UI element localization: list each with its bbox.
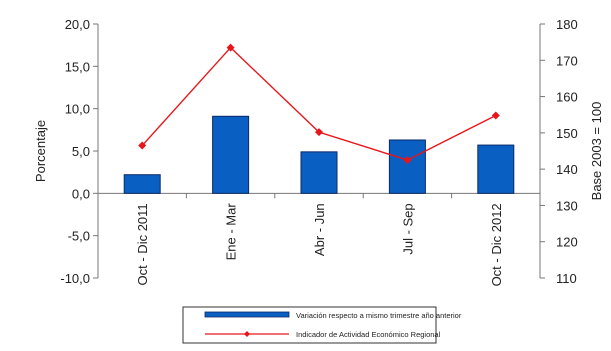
category-label: Oct - Dic 2012 [489,203,504,286]
right-tick-label: 170 [556,53,578,68]
category-label: Jul - Sep [400,203,415,254]
category-label: Ene - Mar [224,203,239,261]
bar [123,174,161,194]
legend-line-label: Indicador de Actividad Económico Regiona… [296,330,441,339]
line-series [141,46,497,161]
right-tick-label: 130 [556,198,578,213]
line-point [403,156,412,165]
right-tick-label: 120 [556,235,578,250]
left-tick-label: 5,0 [72,144,90,159]
bar [300,151,338,194]
category-label: Abr - Jun [312,203,327,256]
right-tick-label: 110 [556,271,577,286]
right-tick-label: 150 [556,126,578,141]
line-point [226,43,235,52]
left-tick-label: 0,0 [72,186,90,201]
legend-bar-swatch [204,311,290,318]
right-tick-label: 160 [556,90,578,105]
left-tick-label: 10,0 [65,102,90,117]
line-point [138,141,147,150]
left-tick-label: 15,0 [65,59,90,74]
category-label: Oct - Dic 2011 [135,203,150,285]
bar [212,115,250,194]
line-point [315,128,323,137]
left-tick-label: -5,0 [68,229,90,244]
line-point [491,111,500,120]
right-tick-label: 180 [556,17,578,32]
bar [477,144,515,194]
right-tick-label: 140 [556,162,578,177]
bar [388,139,426,194]
right-axis-title: Base 2003 = 100 [589,102,604,201]
legend-bar-label: Variación respecto a mismo trimestre año… [296,311,462,320]
left-tick-label: 20,0 [65,17,90,32]
legend-line-marker [244,331,250,337]
left-tick-label: -10,0 [60,271,90,286]
left-axis-title: Porcentaje [33,120,48,182]
